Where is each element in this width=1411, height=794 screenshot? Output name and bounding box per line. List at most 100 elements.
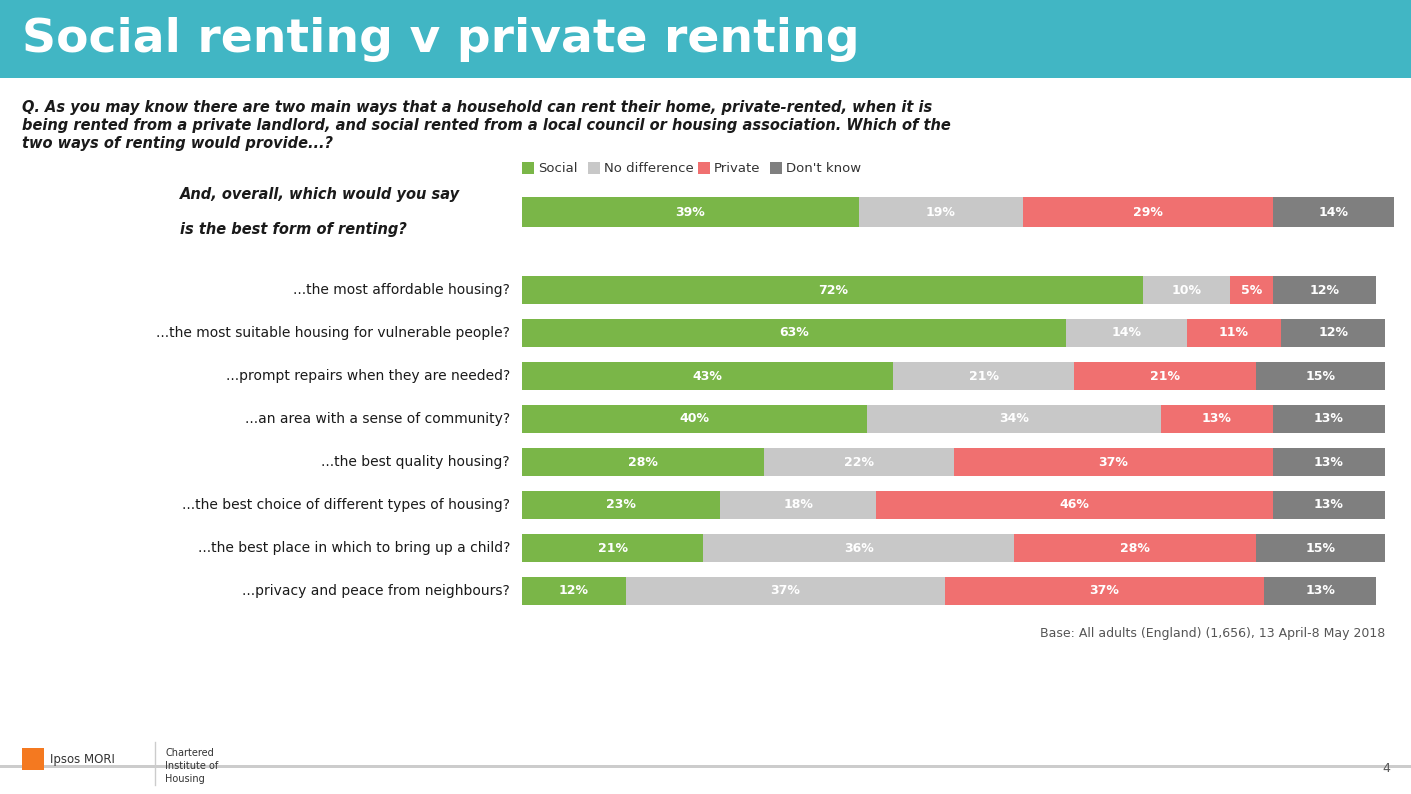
Bar (1074, 362, 1256, 390)
Text: 34%: 34% (999, 413, 1029, 426)
Text: Base: All adults (England) (1,656), 13 April-8 May 2018: Base: All adults (England) (1,656), 13 A… (1040, 627, 1386, 640)
Text: 14%: 14% (1110, 326, 1141, 340)
Text: 15%: 15% (1305, 369, 1335, 383)
Text: 63%: 63% (779, 326, 809, 340)
Text: 10%: 10% (1171, 283, 1202, 296)
Text: ...the most suitable housing for vulnerable people?: ...the most suitable housing for vulnera… (157, 326, 509, 340)
Text: 37%: 37% (770, 584, 800, 598)
Bar (1273, 405, 1386, 433)
Text: 18%: 18% (783, 499, 813, 511)
Bar (1273, 491, 1386, 519)
Text: 12%: 12% (559, 584, 588, 598)
Text: Chartered
Institute of
Housing: Chartered Institute of Housing (165, 748, 219, 784)
Text: Social: Social (538, 161, 577, 175)
Text: 28%: 28% (628, 456, 658, 468)
Text: 4: 4 (1383, 762, 1390, 775)
Bar (522, 448, 763, 476)
Bar (1065, 319, 1187, 347)
Text: Q. As you may know there are two main ways that a household can rent their home,: Q. As you may know there are two main wa… (23, 100, 933, 115)
Bar (876, 491, 1273, 519)
Bar (522, 276, 1143, 304)
Text: 13%: 13% (1314, 456, 1343, 468)
Text: 36%: 36% (844, 542, 873, 554)
Bar (1273, 448, 1386, 476)
Text: ...privacy and peace from neighbours?: ...privacy and peace from neighbours? (243, 584, 509, 598)
Text: And, overall, which would you say: And, overall, which would you say (181, 187, 460, 202)
Text: Private: Private (714, 161, 761, 175)
Text: ...the best quality housing?: ...the best quality housing? (322, 455, 509, 469)
Text: 40%: 40% (680, 413, 710, 426)
Text: ...an area with a sense of community?: ...an area with a sense of community? (246, 412, 509, 426)
Bar (522, 362, 893, 390)
Bar (522, 319, 1065, 347)
Bar (1264, 577, 1376, 605)
Text: ...the best place in which to bring up a child?: ...the best place in which to bring up a… (198, 541, 509, 555)
Text: 21%: 21% (1150, 369, 1180, 383)
Bar (23, 748, 44, 770)
Text: 37%: 37% (1089, 584, 1119, 598)
Bar (1273, 276, 1376, 304)
Text: 12%: 12% (1309, 283, 1339, 296)
Bar (1273, 197, 1394, 227)
Text: 13%: 13% (1305, 584, 1335, 598)
Text: 72%: 72% (818, 283, 848, 296)
Text: ...the best choice of different types of housing?: ...the best choice of different types of… (182, 498, 509, 512)
Bar (703, 534, 1015, 562)
Bar (1281, 319, 1386, 347)
Bar (770, 162, 782, 174)
Text: two ways of renting would provide...?: two ways of renting would provide...? (23, 136, 333, 151)
Text: 13%: 13% (1202, 413, 1232, 426)
Text: Social renting v private renting: Social renting v private renting (23, 17, 859, 61)
Bar (893, 362, 1074, 390)
Bar (945, 577, 1264, 605)
Bar (522, 405, 868, 433)
Text: 21%: 21% (969, 369, 999, 383)
Text: No difference: No difference (604, 161, 694, 175)
Bar (522, 197, 858, 227)
Text: 19%: 19% (926, 206, 955, 218)
Text: 43%: 43% (693, 369, 722, 383)
Text: ...the most affordable housing?: ...the most affordable housing? (293, 283, 509, 297)
Bar (763, 448, 954, 476)
Bar (1256, 362, 1386, 390)
Bar (0, 765, 1411, 768)
Text: 14%: 14% (1318, 206, 1349, 218)
Text: 12%: 12% (1318, 326, 1349, 340)
Bar (858, 197, 1023, 227)
Bar (1023, 197, 1273, 227)
Bar (625, 577, 945, 605)
Bar (1256, 534, 1386, 562)
Bar (588, 162, 600, 174)
Bar (697, 162, 710, 174)
Text: 15%: 15% (1305, 542, 1335, 554)
Bar (522, 577, 625, 605)
Text: 5%: 5% (1240, 283, 1261, 296)
Text: 13%: 13% (1314, 499, 1343, 511)
Text: 21%: 21% (598, 542, 628, 554)
Bar (522, 162, 533, 174)
Text: 13%: 13% (1314, 413, 1343, 426)
Text: Don't know: Don't know (786, 161, 861, 175)
Text: 28%: 28% (1120, 542, 1150, 554)
Text: being rented from a private landlord, and social rented from a local council or : being rented from a private landlord, an… (23, 118, 951, 133)
Bar (954, 448, 1273, 476)
Text: 23%: 23% (607, 499, 636, 511)
Text: 11%: 11% (1219, 326, 1249, 340)
Bar (1015, 534, 1256, 562)
Text: 22%: 22% (844, 456, 873, 468)
Bar (1229, 276, 1273, 304)
Text: 39%: 39% (676, 206, 706, 218)
Text: ...prompt repairs when they are needed?: ...prompt repairs when they are needed? (226, 369, 509, 383)
Bar (1161, 405, 1273, 433)
Bar (522, 534, 703, 562)
Bar (1187, 319, 1281, 347)
Text: is the best form of renting?: is the best form of renting? (181, 222, 406, 237)
Bar (522, 491, 721, 519)
Bar (868, 405, 1161, 433)
Text: 46%: 46% (1060, 499, 1089, 511)
Text: 29%: 29% (1133, 206, 1163, 218)
Text: 37%: 37% (1098, 456, 1127, 468)
Bar (1143, 276, 1229, 304)
Text: Ipsos MORI: Ipsos MORI (49, 753, 114, 765)
Bar (0, 0, 1411, 78)
